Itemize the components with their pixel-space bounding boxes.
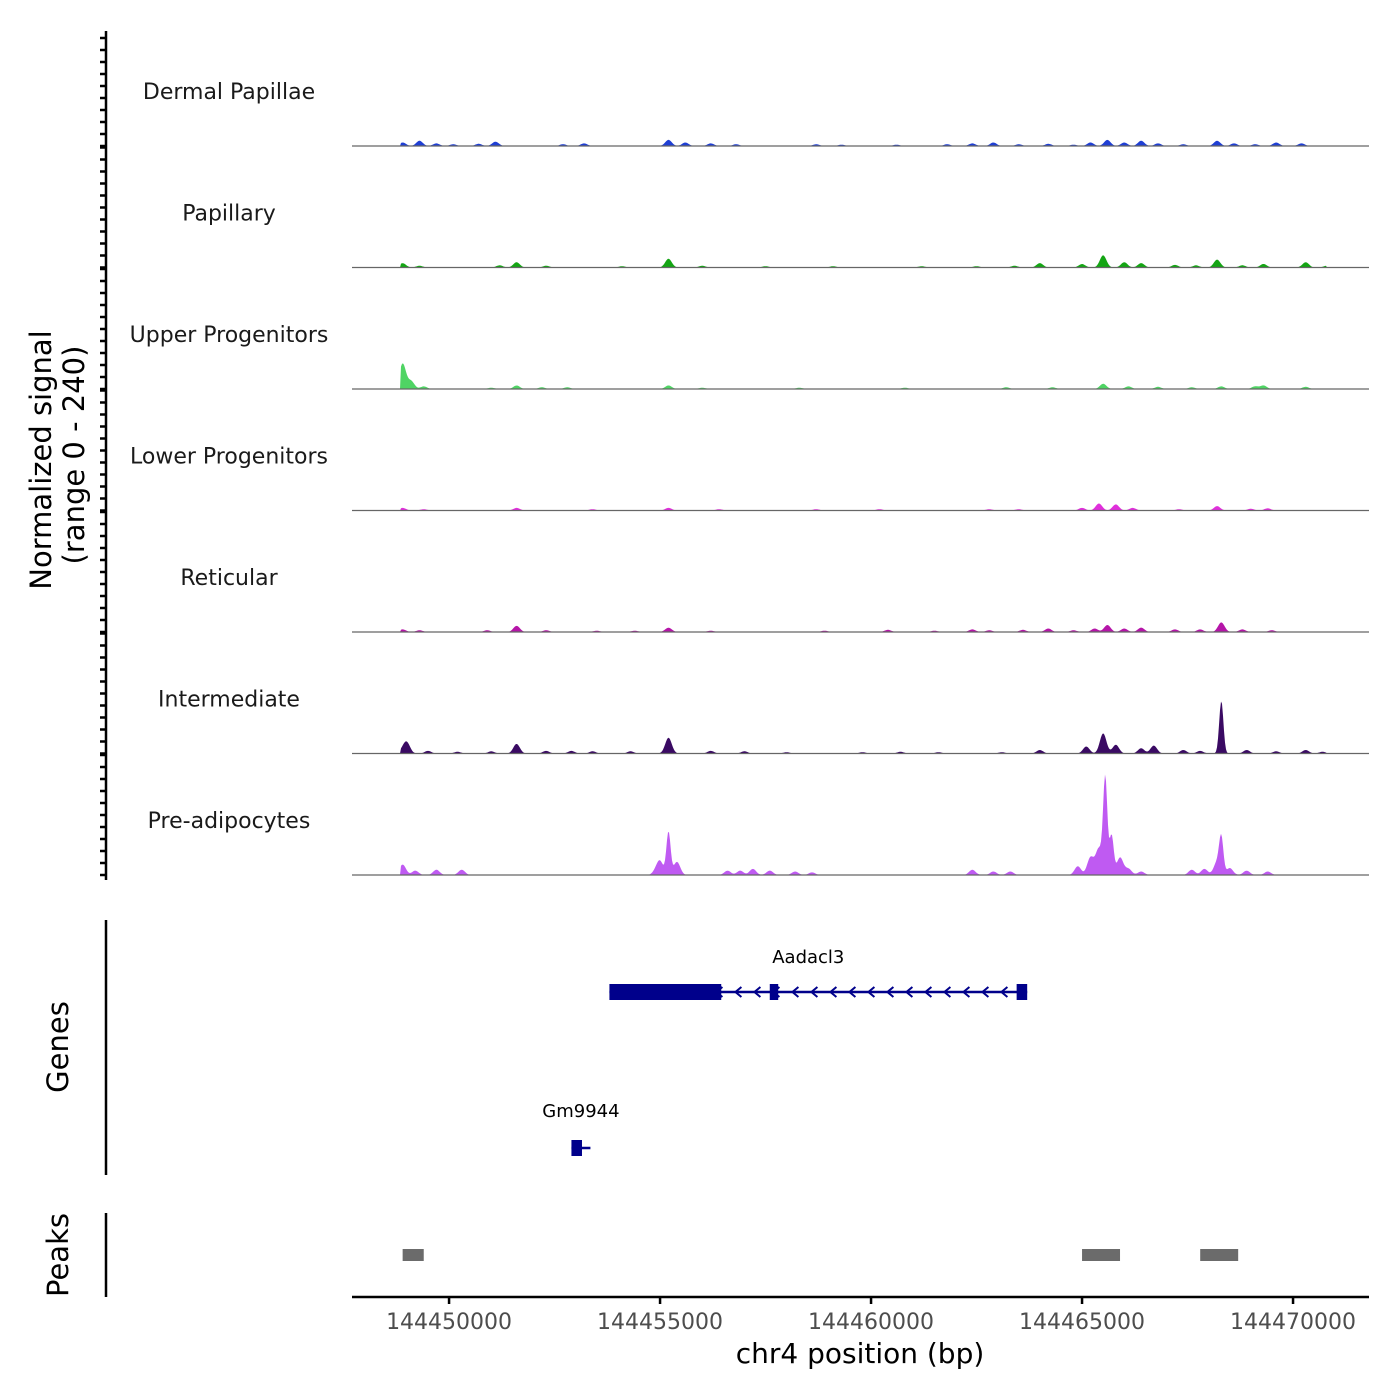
gene-gm9944: Gm9944 [542, 1101, 620, 1156]
coverage-y-axis: Normalized signal (range 0 - 240) [24, 31, 108, 880]
x-ticks: 144450000 144455000 144460000 144465000 1444… [386, 1297, 1356, 1335]
genes-label: Genes [41, 1001, 75, 1093]
coverage-tracks: Dermal Papillae Papillary Upper Progenitor… [130, 80, 1369, 876]
track-label: Reticular [180, 566, 278, 591]
x-tick-label: 144470000 [1230, 1310, 1356, 1335]
signal-papillary [352, 255, 1369, 268]
track-lower-progenitors: Lower Progenitors [130, 445, 1369, 512]
strand-arrow [866, 986, 876, 998]
track-label: Intermediate [158, 688, 300, 713]
peaks-label: Peaks [41, 1213, 75, 1297]
coverage-y-label-line1: Normalized signal [24, 330, 58, 589]
x-tick-label: 144455000 [597, 1310, 723, 1335]
signal-intermediate [352, 701, 1369, 754]
signal-upper-progenitors [352, 363, 1369, 389]
track-dermal-papillae: Dermal Papillae [143, 80, 1369, 147]
gene-models: Aadacl3 Gm9944 [542, 947, 1028, 1156]
genes-panel: Genes Aadacl3 Gm9944 [41, 920, 1028, 1175]
strand-arrow [904, 986, 914, 998]
track-label: Papillary [182, 202, 276, 227]
track-intermediate: Intermediate [158, 688, 1369, 755]
track-papillary: Papillary [182, 202, 1369, 269]
signal-reticular [352, 622, 1369, 632]
peaks-panel: Peaks [41, 1213, 1239, 1297]
strand-arrow [847, 986, 857, 998]
signal-dermal-papillae [352, 139, 1369, 146]
strand-arrow [885, 986, 895, 998]
peak-region [1200, 1249, 1239, 1261]
strand-arrow [733, 986, 743, 998]
strand-arrow [942, 986, 952, 998]
track-pre-adipocytes: Pre-adipocytes [148, 774, 1369, 876]
gene-label: Gm9944 [542, 1101, 619, 1122]
x-axis-label: chr4 position (bp) [736, 1337, 985, 1370]
gene-aadacl3: Aadacl3 [609, 947, 1028, 1000]
strand-arrow [980, 986, 990, 998]
strand-arrow [828, 986, 838, 998]
strand-arrow [923, 986, 933, 998]
x-tick-label: 144465000 [1019, 1310, 1145, 1335]
x-tick-label: 144460000 [808, 1310, 934, 1335]
exon [609, 984, 722, 1000]
track-label: Pre-adipocytes [148, 809, 311, 834]
x-tick-label: 144450000 [386, 1310, 512, 1335]
track-reticular: Reticular [180, 566, 1369, 633]
strand-arrow [809, 986, 819, 998]
exon [571, 1140, 582, 1156]
coverage-y-label-line2: (range 0 - 240) [57, 346, 91, 565]
strand-arrow [790, 986, 800, 998]
exon [1016, 984, 1028, 1000]
signal-pre-adipocytes [352, 774, 1369, 875]
strand-arrow [999, 986, 1009, 998]
signal-lower-progenitors [352, 503, 1369, 511]
peak-regions [402, 1249, 1239, 1261]
gene-label: Aadacl3 [772, 947, 844, 968]
track-label: Upper Progenitors [130, 323, 329, 348]
strand-arrow [752, 986, 762, 998]
track-upper-progenitors: Upper Progenitors [130, 323, 1369, 390]
track-label: Dermal Papillae [143, 80, 315, 105]
strand-arrow [961, 986, 971, 998]
exon [769, 984, 779, 1000]
coverage-y-ticks [100, 36, 106, 877]
peak-region [402, 1249, 424, 1261]
peak-region [1082, 1249, 1121, 1261]
x-axis: 144450000 144455000 144460000 144465000 1444… [352, 1295, 1369, 1370]
track-label: Lower Progenitors [130, 445, 328, 470]
